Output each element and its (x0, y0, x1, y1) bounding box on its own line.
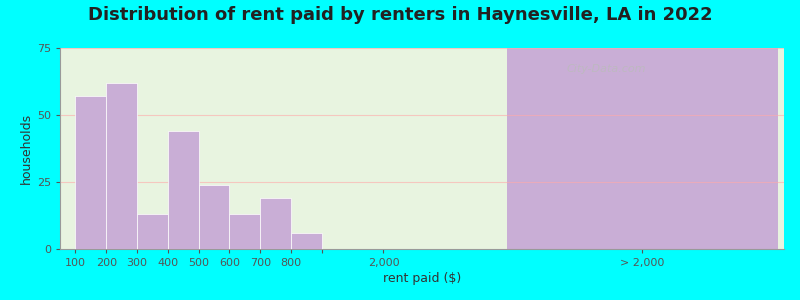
Bar (291, 233, 322, 249)
Bar (168, 131, 198, 249)
Bar (106, 83, 137, 249)
Text: City-Data.com: City-Data.com (566, 64, 646, 74)
Bar (198, 185, 230, 249)
Bar (506, 48, 778, 249)
Bar (260, 198, 291, 249)
Bar (230, 214, 260, 249)
X-axis label: rent paid ($): rent paid ($) (383, 272, 461, 285)
Y-axis label: households: households (20, 113, 33, 184)
Bar (75, 96, 106, 249)
Text: Distribution of rent paid by renters in Haynesville, LA in 2022: Distribution of rent paid by renters in … (88, 6, 712, 24)
Bar (137, 214, 168, 249)
